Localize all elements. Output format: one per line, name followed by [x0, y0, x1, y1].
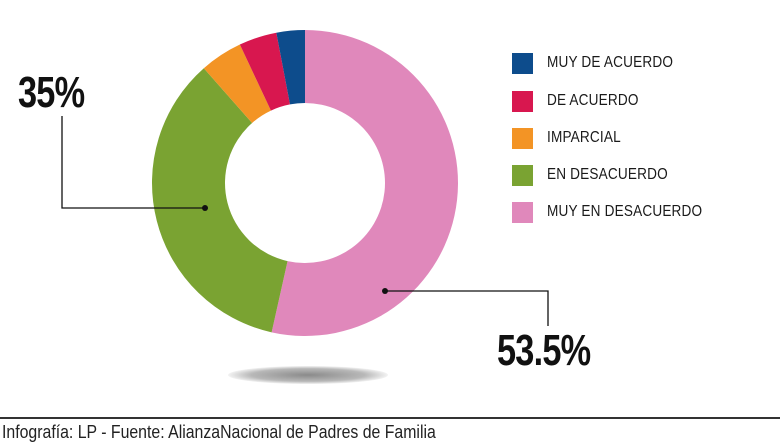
legend-item: MUY EN DESACUERDO: [512, 201, 730, 223]
legend-label: IMPARCIAL: [547, 129, 621, 146]
legend-label: EN DESACUERDO: [547, 166, 668, 183]
legend-swatch: [512, 164, 533, 186]
legend-item: DE ACUERDO: [512, 90, 655, 112]
slice-de-acuerdo: [239, 32, 291, 111]
slice-imparcial: [203, 44, 271, 123]
footer-divider: [0, 417, 780, 419]
label-muy-en-desacuerdo: 53.5%: [497, 326, 591, 375]
legend-item: EN DESACUERDO: [512, 164, 689, 186]
callout-dot-53: [382, 288, 388, 294]
callout-line-53: [385, 290, 549, 326]
legend-swatch: [512, 127, 533, 149]
legend-item: IMPARCIAL: [512, 127, 634, 149]
footer-credit: Infografía: LP - Fuente: AlianzaNacional…: [2, 422, 436, 442]
donut-shadow: [228, 366, 388, 384]
callout-dot-35: [202, 205, 208, 211]
legend-label: MUY EN DESACUERDO: [547, 203, 703, 220]
slice-en-desacuerdo: [151, 68, 288, 333]
legend-swatch: [512, 201, 533, 223]
slice-muy-en-desacuerdo: [271, 30, 458, 336]
legend-item: MUY DE ACUERDO: [512, 52, 695, 74]
label-en-desacuerdo: 35%: [18, 68, 85, 117]
legend-label: DE ACUERDO: [547, 92, 639, 109]
legend-swatch: [512, 52, 533, 74]
legend-label: MUY DE ACUERDO: [547, 54, 674, 71]
legend-swatch: [512, 90, 533, 112]
slice-muy-de-acuerdo: [276, 30, 305, 105]
callout-line-35: [61, 116, 205, 209]
